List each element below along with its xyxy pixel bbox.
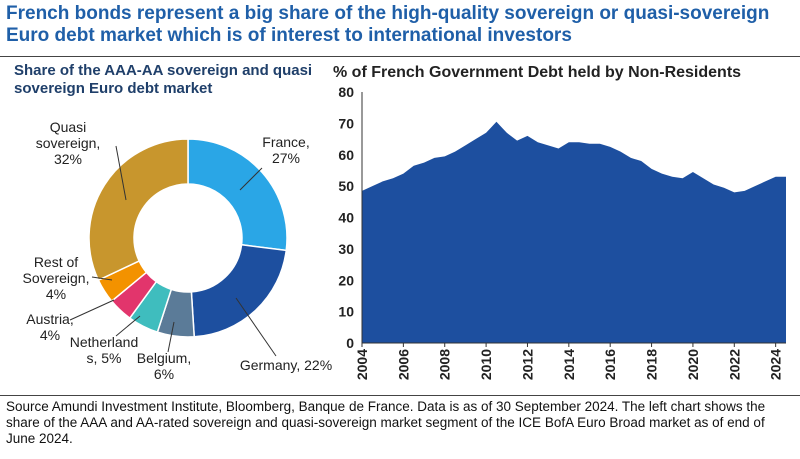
footnote: Source Amundi Investment Institute, Bloo… — [6, 399, 766, 446]
y-tick-label: 20 — [338, 272, 354, 288]
x-tick-label: 2014 — [561, 349, 577, 380]
donut-slice — [88, 138, 189, 282]
x-tick-label: 2006 — [395, 349, 411, 380]
divider — [0, 395, 800, 396]
leader-line — [69, 299, 115, 321]
y-tick-label: 50 — [338, 178, 354, 194]
pie-title: Share of the AAA-AA sovereign and quasi … — [14, 62, 313, 97]
slice-label: France, 27% — [262, 134, 310, 166]
y-tick-label: 70 — [338, 115, 354, 131]
x-tick-label: 2020 — [685, 349, 701, 380]
area-title: % of French Government Debt held by Non-… — [333, 64, 742, 81]
area — [362, 121, 786, 343]
x-tick-label: 2024 — [768, 349, 784, 380]
donut-slice — [190, 243, 288, 338]
x-tick-label: 2004 — [354, 349, 370, 380]
slice-label: Quasi sovereign, 32% — [35, 119, 101, 167]
slice-label: Germany, 22% — [239, 357, 333, 373]
x-tick-label: 2008 — [437, 349, 453, 380]
slice-label: Belgium, 6% — [136, 350, 192, 382]
slice-label: Austria, 4% — [26, 311, 74, 343]
leader-line — [167, 321, 175, 353]
main-title: French bonds represent a big share of th… — [6, 3, 770, 46]
leader-line — [91, 276, 113, 281]
leader-line — [115, 315, 141, 337]
x-tick-label: 2012 — [519, 349, 535, 380]
divider — [0, 56, 800, 57]
y-tick-label: 60 — [338, 147, 354, 163]
slice-label: Rest of Sovereign, 4% — [22, 254, 90, 302]
leader-line — [235, 297, 277, 357]
leader-line — [239, 167, 263, 191]
x-tick-label: 2016 — [602, 349, 618, 380]
y-tick-label: 0 — [346, 335, 354, 351]
leader-line — [115, 145, 127, 201]
y-tick-label: 40 — [338, 210, 354, 226]
slice-label: Netherland s, 5% — [69, 334, 139, 366]
x-tick-label: 2018 — [644, 349, 660, 380]
y-tick-label: 10 — [338, 304, 354, 320]
y-tick-label: 30 — [338, 241, 354, 257]
x-tick-label: 2010 — [478, 349, 494, 380]
donut-slice — [187, 138, 288, 252]
x-tick-label: 2022 — [726, 349, 742, 380]
y-tick-label: 80 — [338, 84, 354, 100]
